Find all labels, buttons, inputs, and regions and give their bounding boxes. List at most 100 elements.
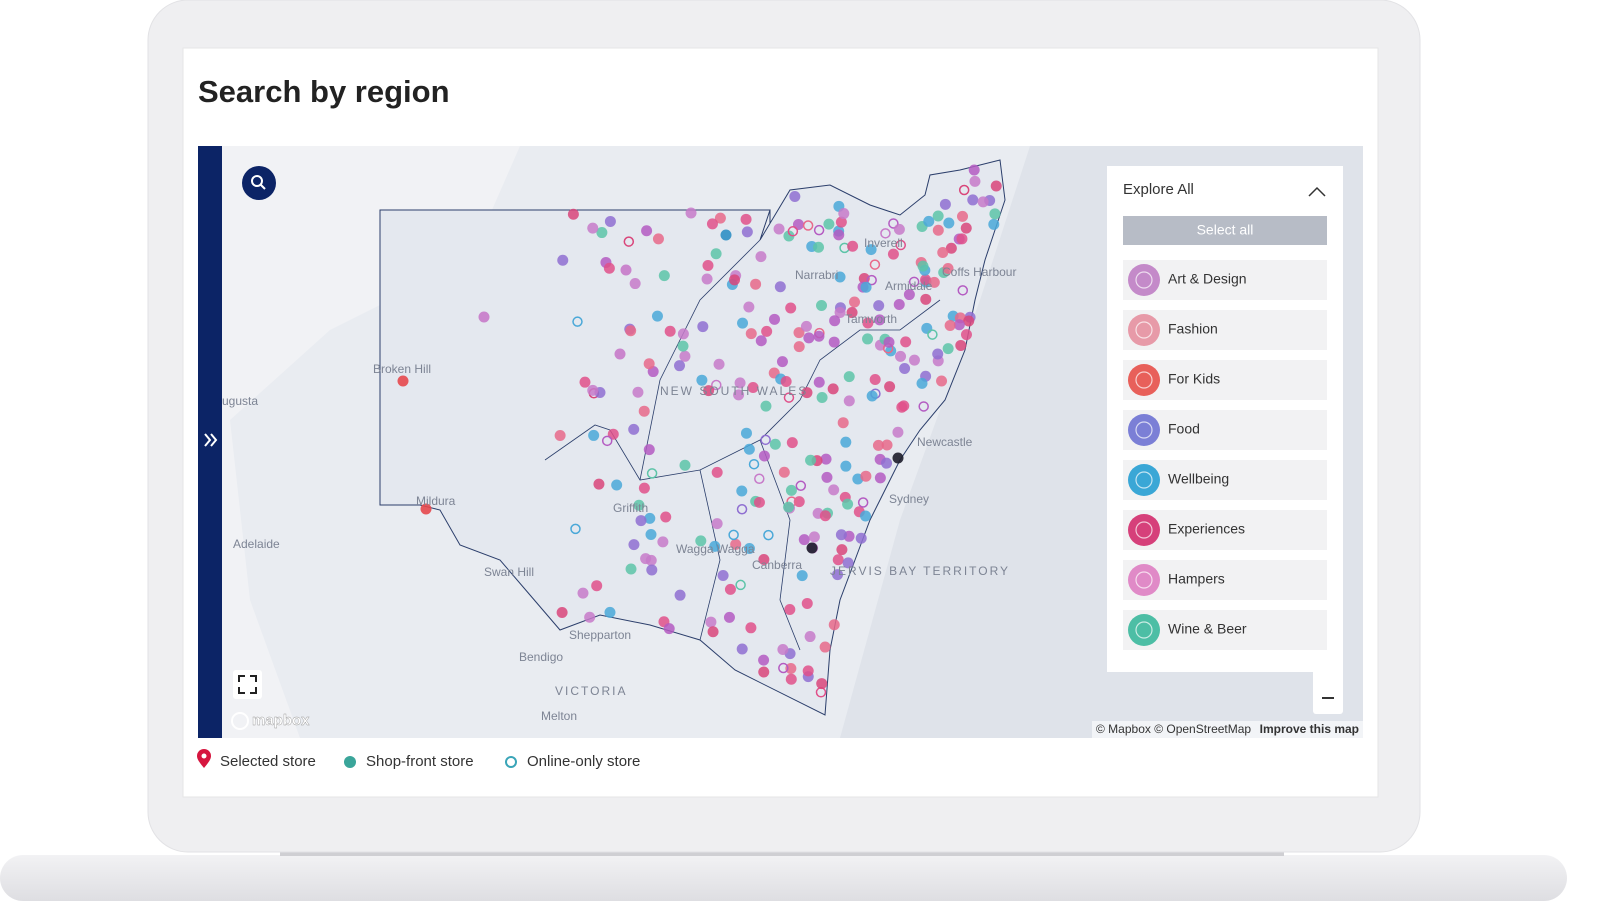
store-dot[interactable] [958, 184, 970, 196]
store-dot[interactable] [842, 557, 854, 569]
store-dot[interactable] [720, 229, 732, 241]
store-dot[interactable] [893, 223, 905, 235]
store-dot[interactable] [880, 228, 891, 239]
store-dot[interactable] [990, 180, 1002, 192]
store-dot[interactable] [587, 222, 599, 234]
store-dot[interactable] [758, 553, 770, 565]
store-dot[interactable] [927, 329, 938, 340]
store-dot[interactable] [701, 273, 713, 285]
improve-link[interactable]: Improve this map [1260, 722, 1359, 736]
select-all-button[interactable] [1123, 216, 1327, 245]
store-dot[interactable] [737, 317, 749, 329]
store-dot[interactable] [866, 390, 878, 402]
store-dot[interactable] [755, 335, 767, 347]
store-dot[interactable] [921, 322, 933, 334]
store-dot[interactable] [804, 631, 816, 643]
store-dot[interactable] [895, 350, 907, 362]
store-dot[interactable] [795, 480, 807, 492]
store-dot[interactable] [591, 580, 603, 592]
store-dot[interactable] [969, 175, 981, 187]
store-dot[interactable] [892, 426, 904, 438]
store-dot[interactable] [778, 466, 790, 478]
store-dot[interactable] [709, 540, 721, 552]
store-dot[interactable] [813, 330, 825, 342]
store-dot[interactable] [828, 619, 840, 631]
store-dot[interactable] [932, 210, 944, 222]
store-dot[interactable] [838, 208, 850, 220]
store-dot[interactable] [847, 240, 859, 252]
store-dot[interactable] [554, 429, 566, 441]
store-dot[interactable] [736, 504, 748, 515]
store-dot[interactable] [801, 387, 813, 399]
store-dot[interactable] [633, 499, 645, 511]
store-dot[interactable] [714, 212, 726, 224]
store-dot[interactable] [697, 321, 709, 333]
store-dot[interactable] [834, 271, 846, 283]
store-dot[interactable] [724, 583, 736, 595]
store-dot[interactable] [866, 274, 877, 286]
store-dot[interactable] [793, 327, 805, 339]
store-dot[interactable] [747, 382, 759, 394]
store-dot[interactable] [846, 307, 858, 319]
store-dot[interactable] [646, 564, 658, 576]
store-dot[interactable] [736, 485, 748, 497]
store-dot[interactable] [685, 207, 697, 219]
store-dot[interactable] [836, 544, 848, 556]
store-dot[interactable] [833, 229, 845, 241]
store-dot[interactable] [792, 218, 804, 230]
store-dot[interactable] [761, 325, 773, 337]
store-dot[interactable] [942, 262, 954, 274]
store-dot[interactable] [785, 484, 797, 496]
store-dot[interactable] [989, 208, 1001, 220]
store-dot[interactable] [869, 259, 881, 270]
store-dot[interactable] [821, 471, 833, 483]
store-dot[interactable] [758, 654, 770, 666]
store-dot[interactable] [900, 336, 912, 348]
store-dot[interactable] [874, 472, 886, 484]
store-dot[interactable] [780, 375, 792, 387]
store-dot[interactable] [736, 643, 748, 655]
store-dot[interactable] [645, 528, 657, 540]
store-dot[interactable] [813, 241, 825, 253]
store-dot[interactable] [887, 248, 899, 260]
store-dot[interactable] [960, 329, 972, 341]
store-dot[interactable] [813, 376, 825, 388]
store-dot[interactable] [556, 606, 568, 618]
store-dot[interactable] [953, 319, 965, 331]
store-dot[interactable] [758, 450, 770, 462]
store-dot[interactable] [829, 315, 841, 327]
store-dot[interactable] [988, 218, 1000, 230]
store-dot[interactable] [713, 358, 725, 370]
store-dot[interactable] [711, 466, 723, 478]
store-dot[interactable] [835, 529, 847, 541]
store-dot[interactable] [705, 616, 717, 628]
store-dot[interactable] [758, 666, 770, 678]
store-dot[interactable] [557, 254, 569, 266]
store-dot[interactable] [828, 484, 840, 496]
store-dot[interactable] [881, 457, 893, 469]
store-dot[interactable] [883, 336, 895, 348]
store-dot[interactable] [862, 317, 874, 329]
store-dot[interactable] [787, 226, 799, 237]
store-dot[interactable] [625, 325, 637, 337]
store-dot[interactable] [674, 589, 686, 601]
store-dot[interactable] [928, 276, 940, 288]
store-dot[interactable] [805, 454, 817, 466]
store-dot[interactable] [596, 227, 608, 239]
store-dot[interactable] [760, 434, 771, 446]
store-dot[interactable] [643, 444, 655, 456]
store-dot[interactable] [834, 306, 846, 318]
store-dot[interactable] [478, 311, 490, 323]
store-dot[interactable] [652, 233, 664, 245]
store-dot[interactable] [567, 208, 579, 220]
store-dot[interactable] [657, 536, 669, 548]
store-dot[interactable] [920, 274, 932, 286]
store-dot[interactable] [816, 299, 828, 311]
store-dot[interactable] [777, 643, 789, 655]
store-dot[interactable] [843, 395, 855, 407]
store-dot[interactable] [745, 328, 757, 340]
store-dot[interactable] [604, 606, 616, 618]
store-dot[interactable] [607, 428, 619, 440]
store-dot[interactable] [884, 381, 896, 393]
store-dot[interactable] [937, 247, 949, 259]
